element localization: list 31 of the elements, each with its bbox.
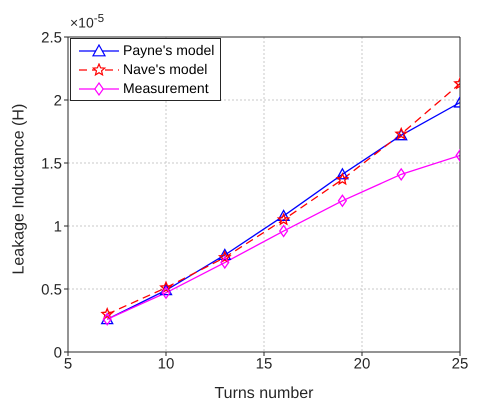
point: [218, 251, 231, 263]
point: [336, 168, 349, 180]
point: [336, 173, 348, 184]
x-tick-label: 20: [354, 356, 370, 373]
text: ×10$^{-5}$: [70, 12, 104, 31]
point: [160, 284, 172, 296]
point: [396, 168, 406, 180]
x-tick-label: 25: [452, 356, 468, 373]
y-tick-label: 1: [54, 218, 62, 236]
y-tick-label: 0.5: [41, 281, 62, 298]
point: [160, 282, 172, 293]
point: [338, 194, 347, 207]
x-axis-title: Turns number: [214, 385, 314, 402]
legend-label: Payne's model: [123, 41, 214, 60]
legend-label: Nave's model: [123, 60, 208, 79]
y-tick-label: 2.5: [41, 29, 62, 46]
point: [162, 286, 170, 299]
y-tick-label: 0: [54, 344, 62, 362]
legend-label: Measurement: [123, 79, 209, 98]
point: [277, 210, 290, 221]
point: [218, 248, 231, 260]
point: [279, 224, 288, 238]
point: [278, 214, 290, 225]
point: [101, 308, 114, 320]
x-tick-label: 10: [158, 356, 174, 373]
y-axis-title: Leakage Inductance (H): [10, 104, 28, 274]
x-tick-label: 15: [256, 356, 272, 373]
y-tick-label: 2: [54, 92, 62, 110]
y-tick-label: 1.5: [41, 155, 62, 172]
point: [220, 256, 230, 269]
x-tick-label: 5: [64, 356, 72, 373]
